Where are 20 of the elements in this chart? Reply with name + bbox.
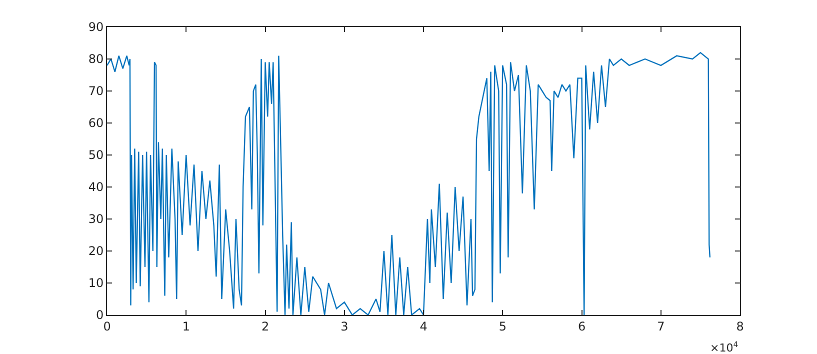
y-tick-label: 20 <box>88 244 104 258</box>
x-tick-label: 8 <box>736 319 744 334</box>
y-tick-label: 0 <box>96 308 104 322</box>
text: ×10$^{4}$ <box>710 340 738 354</box>
line-series <box>107 52 711 315</box>
y-tick-label: 50 <box>88 148 104 162</box>
x-tick-label: 3 <box>340 319 348 334</box>
x-tick-label: 4 <box>420 319 428 334</box>
y-tick-label: 90 <box>88 20 104 34</box>
x-tick-label: 7 <box>657 319 665 334</box>
x-tick-label: 2 <box>261 319 270 334</box>
y-tick-label: 40 <box>88 180 104 194</box>
x-tick-label: 6 <box>578 319 586 334</box>
y-tick-label: 80 <box>88 52 104 66</box>
y-tick-label: 70 <box>88 84 104 98</box>
x-tick-label: 5 <box>498 319 506 334</box>
y-tick-label: 60 <box>88 116 104 130</box>
x-tick-label: 1 <box>182 319 190 334</box>
y-tick-label: 10 <box>88 276 104 290</box>
y-tick-label: 30 <box>88 212 104 226</box>
